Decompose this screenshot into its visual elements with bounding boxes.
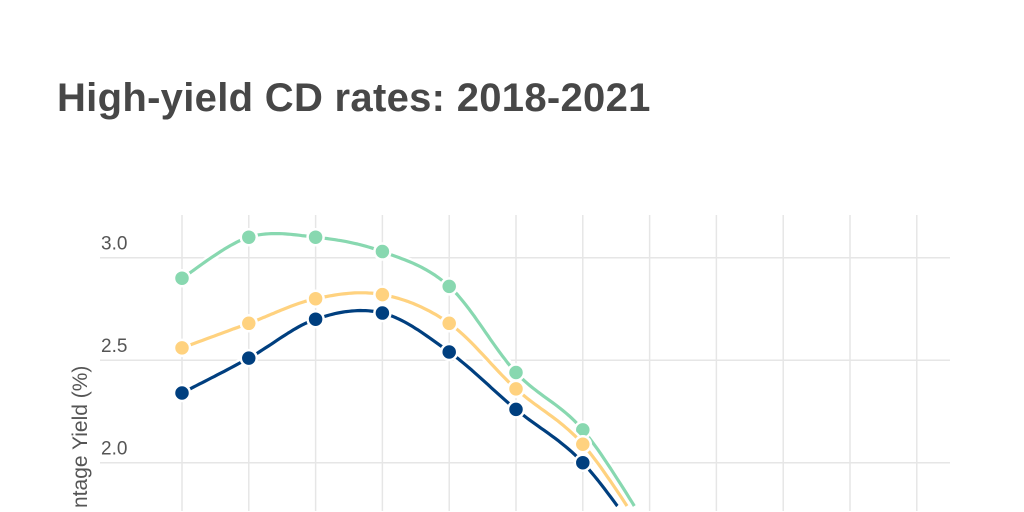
data-point[interactable]: [239, 348, 259, 368]
series-line-halo: [179, 229, 638, 509]
series-0: [172, 227, 638, 509]
data-point[interactable]: [439, 277, 459, 296]
chart-title: High-yield CD rates: 2018-2021: [57, 76, 651, 120]
data-point[interactable]: [239, 314, 259, 333]
data-point[interactable]: [573, 435, 593, 454]
data-point[interactable]: [373, 242, 392, 261]
data-point[interactable]: [439, 342, 459, 362]
data-point[interactable]: [172, 383, 192, 403]
series-line: [181, 232, 636, 507]
data-point[interactable]: [506, 379, 526, 399]
y-axis-label: ntage Yield (%): [69, 366, 92, 508]
data-point[interactable]: [573, 453, 593, 472]
data-point[interactable]: [172, 268, 192, 288]
y-tick-label: 3.0: [101, 234, 127, 255]
series-line: [181, 308, 619, 508]
data-point[interactable]: [306, 309, 325, 329]
data-point[interactable]: [439, 314, 459, 333]
data-point[interactable]: [506, 400, 526, 419]
y-tick-label: 2.5: [101, 336, 127, 357]
data-point[interactable]: [172, 338, 192, 358]
series-line-halo: [179, 306, 622, 510]
data-point[interactable]: [239, 227, 259, 247]
series-2: [172, 303, 622, 510]
y-axis-ticks: 2.0 2.5 3.0: [101, 234, 127, 460]
data-point[interactable]: [373, 303, 392, 323]
data-point[interactable]: [373, 285, 392, 304]
grid: [100, 215, 950, 511]
series-1: [172, 285, 631, 510]
data-point[interactable]: [306, 289, 325, 308]
series-group: [172, 227, 638, 510]
y-tick-label: 2.0: [101, 439, 127, 460]
data-point[interactable]: [306, 227, 325, 247]
